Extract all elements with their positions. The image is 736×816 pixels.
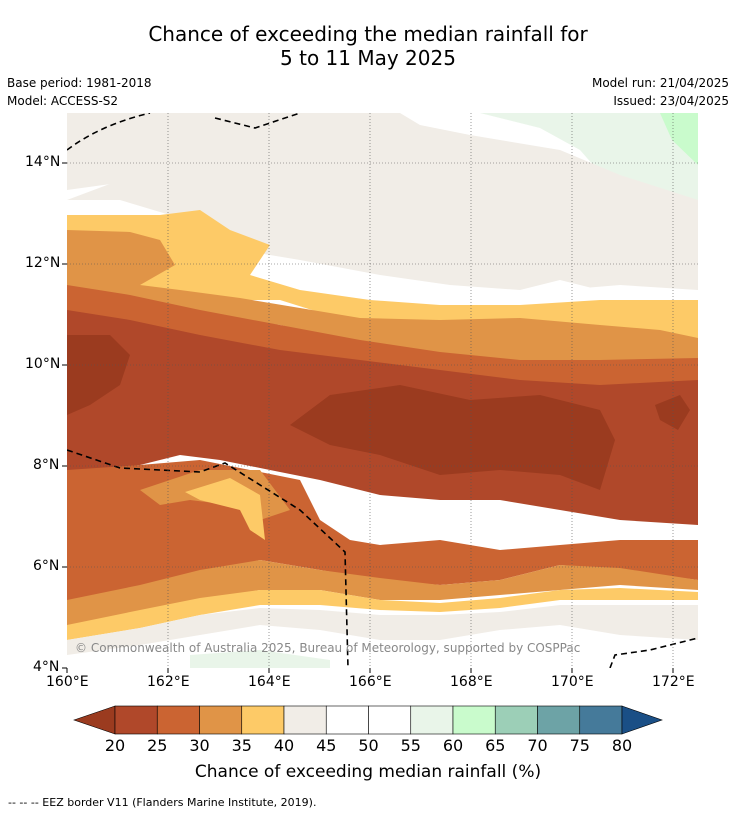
colorbar-bin	[325, 705, 369, 735]
rainfall-contours	[67, 113, 698, 668]
colorbar-high-extend	[621, 705, 663, 735]
lat-label: 10°N	[25, 356, 61, 372]
colorbar-bin	[452, 705, 496, 735]
colorbar-bin	[579, 705, 623, 735]
lat-label: 6°N	[33, 558, 60, 574]
lon-label: 170°E	[551, 674, 594, 690]
axis-ticks	[62, 162, 674, 673]
colorbar-bin	[410, 705, 454, 735]
lon-label: 168°E	[450, 674, 493, 690]
colorbar-tick-label: 60	[442, 736, 464, 755]
colorbar-tick-label: 20	[104, 736, 126, 755]
chart-title-line2: 5 to 11 May 2025	[280, 46, 456, 70]
colorbar-tick-label: 75	[569, 736, 590, 755]
colorbar-bin	[537, 705, 581, 735]
chart-title-line1: Chance of exceeding the median rainfall …	[148, 22, 588, 46]
issued-date: Issued: 23/04/2025	[613, 94, 729, 108]
lat-label: 14°N	[25, 154, 61, 170]
base-period: Base period: 1981-2018	[7, 76, 152, 90]
colorbar-bin	[494, 705, 538, 735]
model-name: Model: ACCESS-S2	[7, 94, 119, 108]
colorbar	[73, 705, 663, 735]
lat-label: 8°N	[33, 457, 60, 473]
map-credit: © Commonwealth of Australia 2025, Bureau…	[75, 641, 581, 655]
colorbar-tick-label: 55	[400, 736, 421, 755]
colorbar-tick-label: 80	[611, 736, 633, 755]
colorbar-tick-label: 40	[273, 736, 295, 755]
lon-label: 160°E	[46, 674, 89, 690]
colorbar-tick-label: 35	[231, 736, 252, 755]
lon-label: 164°E	[248, 674, 291, 690]
lon-label: 166°E	[349, 674, 392, 690]
eez-legend: -- -- -- EEZ border V11 (Flanders Marine…	[8, 796, 317, 809]
model-run-date: Model run: 21/04/2025	[591, 76, 729, 90]
colorbar-tick-label: 70	[527, 736, 548, 755]
lon-label: 172°E	[652, 674, 695, 690]
map-gridlines	[67, 113, 698, 668]
colorbar-bin	[283, 705, 327, 735]
colorbar-bin	[368, 705, 412, 735]
colorbar-tick-label: 65	[485, 736, 506, 755]
lat-label: 12°N	[25, 255, 61, 271]
colorbar-bin	[156, 705, 200, 735]
colorbar-bin	[199, 705, 243, 735]
colorbar-tick-label: 45	[316, 736, 337, 755]
colorbar-bin	[241, 705, 285, 735]
colorbar-bin	[114, 705, 158, 735]
lat-label: 4°N	[33, 659, 60, 675]
lon-label: 162°E	[147, 674, 190, 690]
colorbar-tick-label: 25	[147, 736, 168, 755]
colorbar-tick-label: 30	[189, 736, 210, 755]
colorbar-tick-label: 50	[358, 736, 379, 755]
colorbar-low-extend	[73, 705, 116, 735]
colorbar-title: Chance of exceeding median rainfall (%)	[194, 762, 542, 782]
